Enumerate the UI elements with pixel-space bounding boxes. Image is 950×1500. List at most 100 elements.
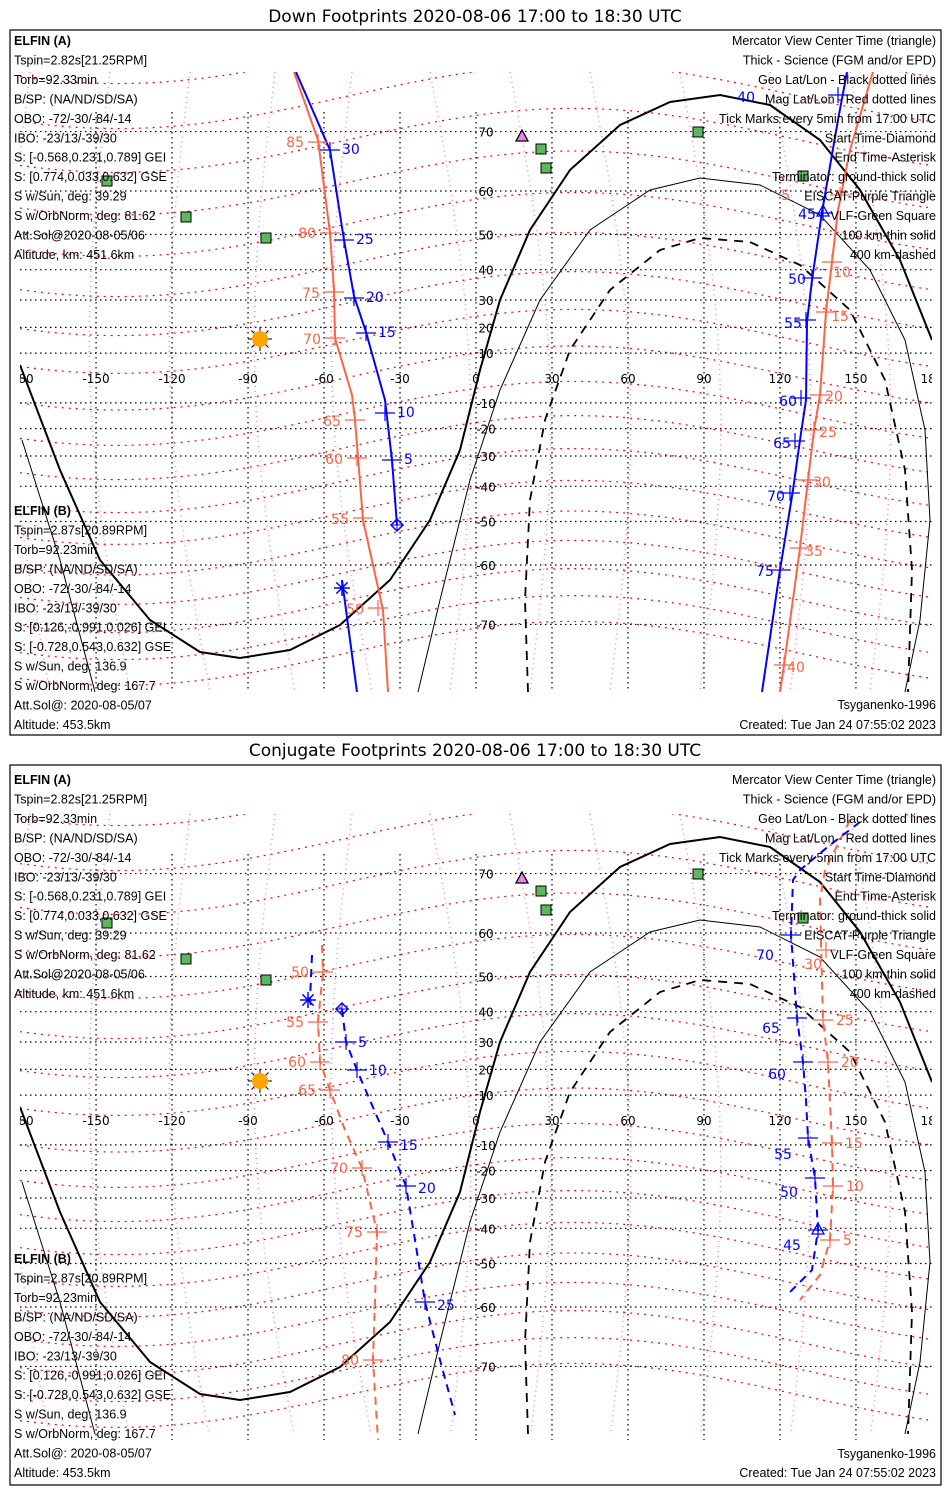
track-time-tick (780, 485, 800, 501)
latitude-tick-label: -60 (476, 559, 496, 573)
longitude-tick-label: -150 (82, 1114, 109, 1128)
map-area: -180 -150 -120 -90 -60 -30 0 30 60 90 120 150 180 70 6… (20, 814, 943, 1440)
elfin-b-info-line: Altitude: 453.5km (14, 718, 111, 732)
elfin-a-time-label: 30 (342, 142, 360, 158)
elfin-b-time-label: 50 (346, 602, 364, 618)
legend-entry: 400 km-dashed (850, 248, 936, 262)
elfin-a-info-line: Tspin=2.82s[21.25RPM] (14, 53, 147, 67)
legend-entry: Mercator View Center Time (triangle) (732, 773, 936, 787)
elfin-b-time-label: 70 (303, 332, 321, 348)
elfin-a-time-label: 55 (774, 1147, 792, 1163)
elfin-a-info-line: Torb=92.33min (14, 812, 97, 826)
elfin-a-time-label: 70 (767, 489, 785, 505)
legend-entry: Geo Lat/Lon - Black dotted lines (758, 73, 936, 87)
elfin-a-info-line: S: [-0.568,0.231,0.789] GEI (14, 151, 166, 165)
track-time-tick (396, 1178, 416, 1194)
latitude-tick-label: 40 (478, 264, 493, 278)
elfin-b-time-label: 50 (291, 965, 309, 981)
elfin-b-info-line: Torb=92.23min (14, 543, 97, 557)
track-time-tick (334, 232, 354, 248)
elfin-a-time-label: 50 (788, 272, 806, 288)
terminator-400km-curve (524, 237, 913, 692)
track-time-tick (382, 452, 402, 468)
legend-entry: EISCAT-Purple Triangle (804, 190, 936, 204)
longitude-tick-label: -90 (238, 372, 258, 386)
elfin-b-time-label: 30 (804, 957, 822, 973)
latitude-tick-label: -70 (476, 1360, 496, 1374)
elfin-b-time-label: 20 (825, 389, 843, 405)
track-time-tick (793, 1054, 813, 1070)
latitude-tick-label: 20 (478, 321, 493, 335)
elfin-a-time-label: 60 (768, 1067, 786, 1083)
track-time-tick (813, 1012, 833, 1028)
elfin-a-time-label: 40 (737, 90, 755, 106)
latitude-tick-label: -30 (476, 1192, 496, 1206)
legend-entry: EISCAT-Purple Triangle (804, 929, 936, 943)
track-time-tick (320, 142, 340, 158)
elfin-b-info-line: B/SP: (NA/ND/SD/SA) (14, 1310, 138, 1324)
elfin-a-info-line: Att.Sol@2020-08-05/06 (14, 968, 145, 982)
track-time-tick (347, 450, 367, 466)
elfin-a-time-label: 45 (798, 207, 816, 223)
elfin-b-info-line: B/SP: (NA/ND/SD/SA) (14, 562, 138, 576)
eiscat-station-triangle-icon (514, 870, 530, 884)
track-time-tick (805, 1170, 825, 1186)
longitude-tick-label: 0 (472, 372, 480, 386)
elfin-a-time-label: 50 (780, 1185, 798, 1201)
terminator-400km-curve (524, 979, 913, 1435)
start-time-diamond-cross (391, 519, 403, 531)
terminator-ground-curve (20, 93, 932, 660)
elfin-b-time-label: 10 (833, 265, 851, 281)
longitude-tick-label: 180 (920, 1114, 943, 1128)
mag-meridian-line (330, 72, 373, 692)
elfin-b-time-label: 20 (841, 1055, 859, 1071)
track-time-tick (804, 422, 824, 438)
elfin-b-info-line: Tspin=2.87s[20.89RPM] (14, 1271, 147, 1285)
latitude-tick-label: 70 (478, 868, 493, 882)
elfin-a-time-label: 45 (783, 1238, 801, 1254)
legend-entry: Geo Lat/Lon - Black dotted lines (758, 812, 936, 826)
track-time-tick (320, 1082, 340, 1098)
track-time-tick (823, 1178, 843, 1194)
track-time-tick (324, 284, 344, 300)
elfin-a-info-line: IBO: -23/13/-39/30 (14, 870, 117, 884)
vlf-station-square-icon (260, 974, 272, 986)
field-model-label: Tsyganenko-1996 (837, 1447, 936, 1461)
track-time-tick (770, 562, 790, 578)
elfin-b-time-label: 80 (341, 1353, 359, 1369)
track-time-tick (790, 540, 810, 556)
elfin-a-time-label: 55 (784, 316, 802, 332)
latitude-tick-label: 30 (478, 294, 493, 308)
vlf-station-square-icon (535, 885, 547, 897)
mag-meridian-line (253, 72, 296, 692)
track-time-tick (813, 205, 833, 221)
vlf-station-square-icon (180, 211, 192, 223)
latitude-tick-label: -50 (476, 1258, 496, 1272)
elfin-b-info-line: OBO: -72/-30/-84/-14 (14, 1330, 131, 1344)
subsolar-point-sun-icon (252, 1073, 268, 1089)
longitude-tick-label: 60 (620, 1114, 635, 1128)
elfin-a-time-label: 60 (779, 394, 797, 410)
created-timestamp: Created: Tue Jan 24 07:55:02 2023 (739, 718, 936, 732)
latitude-tick-label: 60 (478, 185, 493, 199)
view-center-triangle-icon (810, 1221, 826, 1235)
track-time-tick (378, 1134, 398, 1150)
latitude-tick-label: 50 (478, 970, 493, 984)
track-time-tick (830, 187, 850, 203)
created-timestamp: Created: Tue Jan 24 07:55:02 2023 (739, 1466, 936, 1480)
elfin-b-heading: ELFIN (B) (14, 504, 71, 518)
longitude-tick-label: -30 (390, 1114, 410, 1128)
latitude-tick-label: -10 (476, 397, 496, 411)
elfin-a-time-label: 20 (366, 290, 384, 306)
elfin-b-time-label: 65 (323, 414, 341, 430)
vlf-station-square-icon (180, 953, 192, 965)
latitude-tick-label: 10 (478, 1089, 493, 1103)
elfin-a-time-label: 70 (756, 948, 774, 964)
subsolar-point-rays (248, 1069, 272, 1093)
longitude-tick-label: -120 (158, 372, 185, 386)
elfin-b-time-label: 25 (836, 1013, 854, 1029)
terminator-100km-curve (417, 919, 931, 1435)
terminator-ground-curve (20, 835, 932, 1402)
elfin-b-time-label: 55 (286, 1015, 304, 1031)
vlf-station-square-icon (797, 170, 809, 182)
